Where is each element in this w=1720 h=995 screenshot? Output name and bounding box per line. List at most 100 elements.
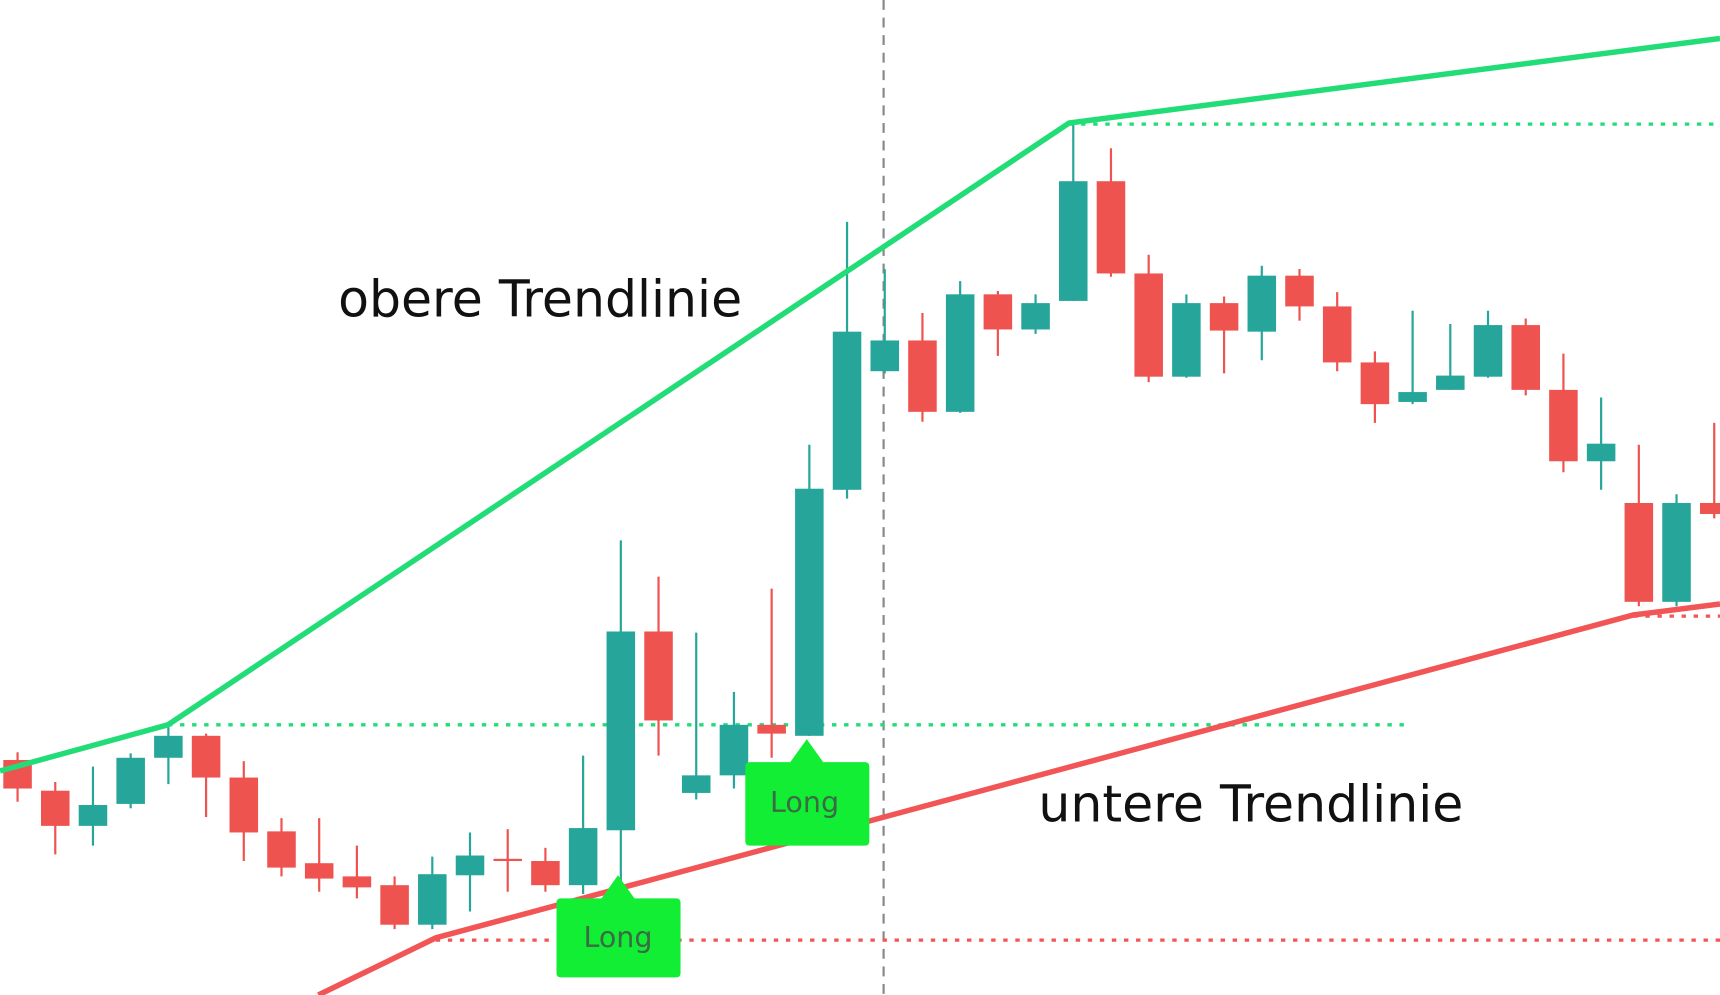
candle [304,818,334,892]
candle-body [1511,325,1540,390]
candle-body [1398,392,1427,402]
candle-body [1134,273,1163,377]
candle-body [832,331,862,490]
candle [1360,351,1390,423]
candle [1209,296,1239,374]
candle-body [304,863,334,879]
candle-body [1322,306,1352,363]
candle [1473,310,1503,378]
candle [1134,254,1163,383]
candle-body [1624,502,1654,602]
candle [1096,148,1126,277]
candle-body [681,775,711,793]
candle [531,847,560,892]
candle [40,781,70,855]
candle-body [1247,275,1277,332]
candle [493,829,522,892]
candle [1285,269,1314,321]
annotation: obere Trendlinie [338,269,742,328]
candle-body [493,858,522,862]
candle-body [116,757,145,804]
candle-body [191,735,221,778]
candle-body [1699,502,1720,514]
signal-label: Long [583,921,652,954]
candle-body [644,631,673,721]
candle [908,312,937,422]
candle-body [1360,362,1390,405]
candle [455,832,485,912]
candle-body [1096,181,1126,274]
candle-body [1473,325,1503,377]
upper-trendline [0,35,1720,774]
candle [870,269,900,374]
candle [116,753,145,809]
candle [1549,353,1578,473]
candle-body [1436,375,1465,390]
candle [229,761,259,862]
candle-body [1172,303,1201,377]
candle [1511,318,1540,396]
candle [380,876,409,930]
candle [1172,294,1201,378]
candle-body [1209,303,1239,331]
candle-body [606,631,636,831]
badge-shape [745,739,870,846]
candle-body [455,855,485,876]
candle-body [229,777,259,833]
candle [795,444,824,736]
candle-body [908,340,937,412]
candle-body [1549,389,1578,462]
candle [191,733,221,818]
candle-body [757,724,786,734]
candle [1322,292,1352,372]
candle [154,724,183,785]
candle [1021,294,1050,334]
candle [267,818,296,877]
candle [1699,422,1720,519]
candle [418,856,447,930]
candle [1398,310,1427,405]
candle [78,766,108,846]
candle [719,691,749,789]
lower-trendline [317,601,1720,995]
candle [1662,494,1691,607]
signal-label: Long [770,786,839,819]
candle-body [1021,303,1050,330]
candle-body [983,294,1013,330]
candle-body [267,831,296,868]
candle [1586,397,1616,490]
annotation: untere Trendlinie [1038,774,1463,833]
candle-body [531,861,560,886]
candle-body [342,876,372,888]
candle [681,632,711,800]
signal-badge: Long [556,875,681,978]
candle-body [40,790,70,826]
candle-body [154,735,183,758]
candle [1247,265,1277,361]
candle [1059,120,1088,301]
candle-body [870,340,900,372]
candle-body [1059,181,1088,301]
candle-body [719,724,749,776]
candle [644,576,673,756]
candle-body [380,885,409,925]
candle [757,588,786,758]
candle-body [78,805,108,826]
candle [568,755,598,894]
candle-body [1662,502,1691,602]
candle-body [945,294,975,412]
candle [3,752,32,802]
candle-body [568,828,598,886]
candle-body [418,874,447,925]
candle [945,281,975,413]
candle [342,845,372,899]
candle [832,221,862,499]
candle [983,291,1013,356]
candle [606,540,636,886]
candle-body [795,488,824,736]
badge-shape [556,875,681,978]
signal-badge: Long [745,739,870,846]
candle [1624,444,1654,607]
